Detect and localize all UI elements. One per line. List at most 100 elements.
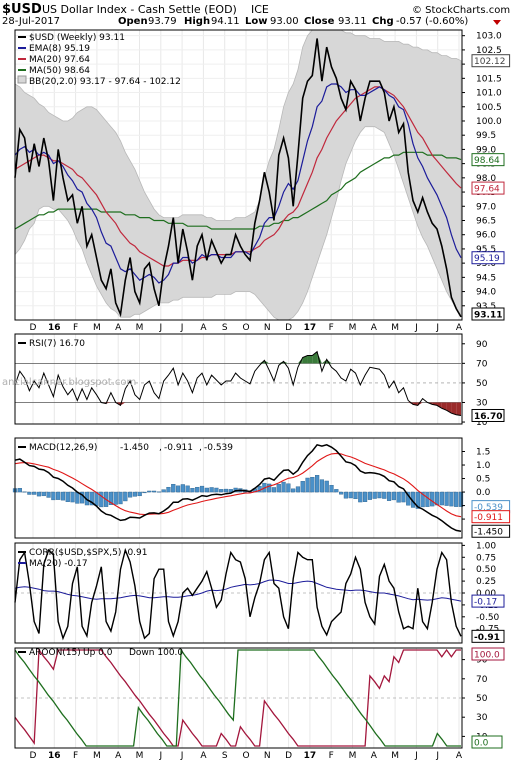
macd-legend-hist: -0.539 <box>204 443 233 453</box>
macd-histogram-bar <box>329 485 334 493</box>
macd-histogram-bar <box>175 485 181 493</box>
macd-histogram-bar <box>305 477 310 493</box>
rsi-ytick-label: 30 <box>476 398 488 408</box>
exchange-name: ICE <box>251 3 269 16</box>
rsi-oversold-fill <box>437 402 442 409</box>
price-ytick-label: 103.0 <box>476 32 502 42</box>
corr-panel: 1.000.750.500.250.00-0.25-0.50-0.75-0.17… <box>14 541 505 644</box>
x-axis-label: J <box>435 323 439 333</box>
macd-histogram-bar <box>22 491 27 493</box>
macd-ytick-label: 0.0 <box>476 488 491 498</box>
rsi-legend: RSI(7) 16.70 <box>29 339 85 349</box>
rsi-oversold-fill <box>106 402 111 404</box>
macd-histogram-bar <box>343 491 349 499</box>
x-axis-label: O <box>242 751 249 761</box>
price-legend-item: MA(20) 97.64 <box>29 55 90 65</box>
macd-histogram-bar <box>362 491 368 502</box>
corr-ytick-label: 1.00 <box>476 541 496 551</box>
price-value-tag-box <box>471 307 505 321</box>
price-value-tag: 98.64 <box>474 156 500 166</box>
macd-histogram-bar <box>156 491 161 493</box>
macd-histogram-bar <box>391 491 396 501</box>
macd-histogram-bar <box>271 487 277 493</box>
macd-histogram-bar <box>358 491 363 503</box>
aroon-legend-up: Up 0.0 <box>83 648 113 658</box>
rsi-oversold-fill <box>120 402 126 406</box>
macd-histogram-bar <box>339 491 344 495</box>
macd-panel: 1.51.00.50.0-0.5-1.0-0.539-0.911-1.450MA… <box>12 437 511 539</box>
x-axis-label: J <box>158 323 162 333</box>
corr-line <box>14 547 462 641</box>
price-ytick-label: 94.0 <box>476 288 496 298</box>
macd-histogram-bar <box>334 489 339 493</box>
price-ytick-label: 97.0 <box>476 202 496 212</box>
aroon-value-tag-box <box>471 735 503 749</box>
macd-line <box>14 443 462 532</box>
macd-histogram-bar <box>319 479 325 493</box>
macd-value-tag-box <box>471 524 511 538</box>
high-label: High <box>184 16 210 27</box>
down-arrow-icon <box>493 20 501 25</box>
rsi-ytick-label: 50 <box>476 379 488 389</box>
macd-histogram-bar <box>228 489 233 493</box>
macd-histogram-bar <box>51 491 56 501</box>
price-ytick-label: 93.5 <box>476 302 496 312</box>
chart-panels: 103.0102.5102.0101.5101.0100.5100.099.59… <box>12 29 511 749</box>
macd-histogram-bar <box>444 491 449 506</box>
macd-ytick-label: 0.5 <box>476 475 490 485</box>
instrument-name: US Dollar Index - Cash Settle (EOD) <box>42 3 237 16</box>
price-panel: 103.0102.5102.0101.5101.0100.5100.099.59… <box>14 29 511 321</box>
corr-legend-label: CORR($USD,$SPX,5) -0.91 <box>29 548 147 558</box>
x-axis-label: S <box>222 751 228 761</box>
macd-ytick-label: 1.0 <box>476 461 491 471</box>
macd-histogram-bar <box>32 491 37 495</box>
macd-histogram-bar <box>401 491 406 503</box>
price-value-tag-box <box>471 251 505 265</box>
panel-frame <box>14 333 463 425</box>
price-value-tag-box <box>471 153 505 167</box>
x-axis-label: M <box>136 751 144 761</box>
x-axis-label: S <box>222 323 228 333</box>
x-axis-label: M <box>93 751 101 761</box>
rsi-ytick-label: 90 <box>476 340 488 350</box>
macd-histogram-bar <box>166 486 171 493</box>
rsi-value-tag-box <box>471 408 505 422</box>
corr-ytick-label: 0.50 <box>476 565 496 575</box>
macd-histogram-bar <box>89 491 94 506</box>
price-ytick-label: 101.5 <box>476 74 502 84</box>
macd-histogram-bar <box>223 488 229 493</box>
macd-histogram-bar <box>367 491 372 500</box>
x-axis-label: D <box>30 323 37 333</box>
x-axis: D 16 F M A M J J A S O N D 17 F M A M J J A D 16 F M A M J J A S O N D 17 F… <box>30 323 463 761</box>
close-label: Close <box>304 16 335 27</box>
price-ytick-label: 100.5 <box>476 103 502 113</box>
macd-ytick-label: 1.5 <box>476 448 490 458</box>
aroon-ytick-label: 70 <box>476 675 488 685</box>
price-legend-item: BB(20,2.0) 93.17 - 97.64 - 102.12 <box>29 77 181 87</box>
macd-histogram-bar <box>137 491 142 497</box>
chg-value: -0.57 (-0.60%) <box>396 16 468 27</box>
x-axis-label: F <box>329 323 334 333</box>
macd-histogram-bar <box>27 491 32 495</box>
macd-legend-sep: , <box>199 443 202 453</box>
rsi-oversold-fill <box>456 402 461 416</box>
x-axis-label: J <box>414 751 418 761</box>
macd-histogram-bar <box>185 485 190 493</box>
macd-legend-sep: , <box>159 443 162 453</box>
x-axis-label: A <box>456 323 463 333</box>
macd-histogram-bar <box>267 483 272 493</box>
x-axis-label: D <box>285 751 292 761</box>
macd-histogram-bar <box>46 491 51 498</box>
x-axis-label: A <box>115 323 122 333</box>
price-legend-item: $USD (Weekly) 93.11 <box>29 33 125 43</box>
macd-histogram-bar <box>219 489 224 493</box>
x-axis-label: A <box>371 751 378 761</box>
rsi-overbought-fill <box>307 355 313 364</box>
macd-histogram-bar <box>353 491 358 500</box>
macd-value-tag: -0.539 <box>474 503 503 513</box>
aroon-value-tag: 0.0 <box>474 739 489 749</box>
